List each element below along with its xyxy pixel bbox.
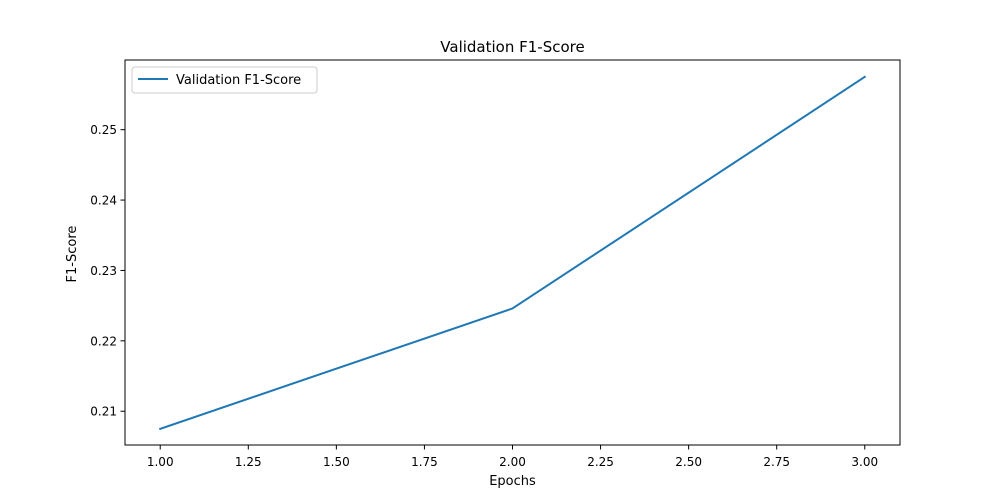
x-tick-label: 2.00 — [499, 455, 526, 469]
legend-box — [131, 66, 318, 94]
x-tick-label: 2.25 — [587, 455, 614, 469]
y-axis-ticks: 0.21 0.22 0.23 0.24 0.25 — [90, 123, 125, 419]
x-tick-label: 1.00 — [147, 455, 174, 469]
chart-title: Validation F1-Score — [440, 38, 584, 56]
y-tick-label: 0.21 — [90, 405, 117, 419]
legend: Validation F1-Score — [131, 66, 318, 94]
x-tick-label: 1.50 — [323, 455, 350, 469]
data-point — [864, 76, 865, 77]
y-tick-label: 0.22 — [90, 334, 117, 348]
x-tick-label: 3.00 — [851, 455, 878, 469]
series-line — [158, 75, 867, 431]
plot-area — [124, 59, 901, 446]
data-point — [160, 428, 161, 429]
legend-label: Validation F1-Score — [176, 73, 301, 88]
y-tick-label: 0.24 — [90, 194, 117, 208]
plot-frame — [124, 59, 901, 446]
x-axis-ticks: 1.00 1.25 1.50 1.75 2.00 2.25 2.50 2.75 3.00 — [147, 445, 878, 469]
x-tick-label: 1.75 — [411, 455, 438, 469]
x-tick-label: 1.25 — [235, 455, 262, 469]
y-axis-label: F1-Score — [65, 226, 80, 283]
x-tick-label: 2.50 — [675, 455, 702, 469]
y-tick-label: 0.25 — [90, 123, 117, 137]
x-axis-label: Epochs — [489, 474, 536, 489]
series-layer — [158, 75, 867, 431]
data-point — [512, 308, 513, 309]
x-tick-label: 2.75 — [763, 455, 790, 469]
y-tick-label: 0.23 — [90, 264, 117, 278]
